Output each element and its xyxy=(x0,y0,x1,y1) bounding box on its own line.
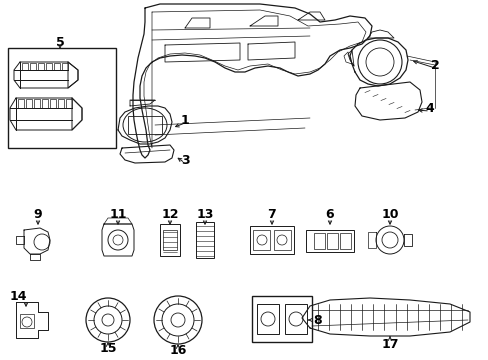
Bar xyxy=(46,63,52,70)
Text: 1: 1 xyxy=(180,113,189,126)
Bar xyxy=(313,233,325,249)
Bar xyxy=(163,230,177,250)
Bar xyxy=(160,224,180,256)
Bar xyxy=(20,314,34,328)
Bar xyxy=(38,63,44,70)
Bar xyxy=(26,99,32,108)
Bar xyxy=(251,296,311,342)
Bar xyxy=(50,99,56,108)
Text: 6: 6 xyxy=(325,207,334,220)
Bar xyxy=(30,63,36,70)
Bar xyxy=(42,99,48,108)
Text: 12: 12 xyxy=(161,207,179,220)
Bar xyxy=(54,63,60,70)
Bar xyxy=(339,233,350,249)
Bar xyxy=(62,63,68,70)
Bar xyxy=(273,230,290,250)
Bar xyxy=(66,99,72,108)
Bar xyxy=(22,63,28,70)
Bar xyxy=(249,226,293,254)
Text: 3: 3 xyxy=(181,153,189,166)
Bar xyxy=(285,304,306,334)
Bar xyxy=(8,48,116,148)
Bar xyxy=(128,116,162,134)
Text: 16: 16 xyxy=(169,343,186,356)
Text: 14: 14 xyxy=(9,289,27,302)
Bar xyxy=(252,230,269,250)
Bar xyxy=(18,99,24,108)
Text: 13: 13 xyxy=(196,207,213,220)
Bar xyxy=(305,230,353,252)
Bar xyxy=(196,222,214,258)
Text: 8: 8 xyxy=(313,314,322,327)
Text: 9: 9 xyxy=(34,207,42,220)
Bar xyxy=(34,99,40,108)
Text: 15: 15 xyxy=(99,342,117,355)
Text: 4: 4 xyxy=(425,102,433,114)
Text: 2: 2 xyxy=(430,59,439,72)
Text: 5: 5 xyxy=(56,36,64,49)
Text: 11: 11 xyxy=(109,207,126,220)
Bar xyxy=(257,304,279,334)
Text: 10: 10 xyxy=(381,207,398,220)
Bar xyxy=(326,233,337,249)
Text: 7: 7 xyxy=(267,207,276,220)
Bar xyxy=(58,99,64,108)
Text: 17: 17 xyxy=(381,338,398,351)
